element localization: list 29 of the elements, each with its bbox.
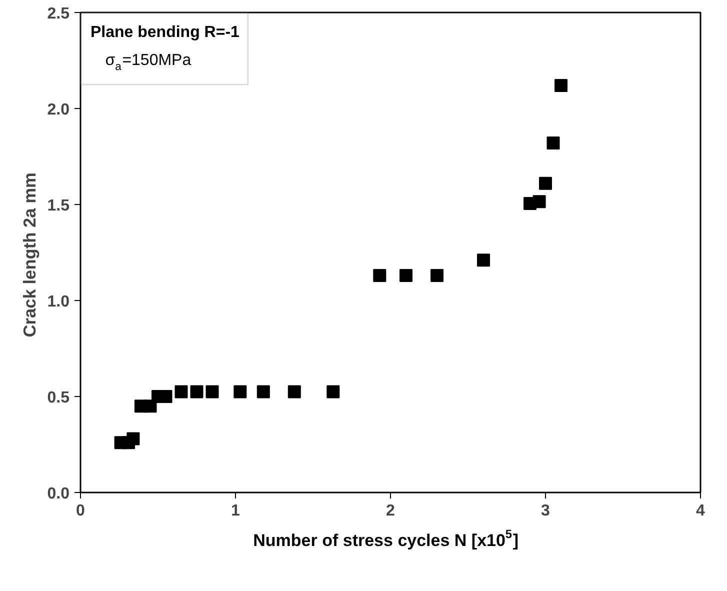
point	[546, 136, 560, 150]
point	[430, 269, 444, 282]
point	[190, 385, 204, 398]
y-tick-label: 0.5	[47, 390, 70, 406]
point	[288, 385, 301, 398]
point	[174, 385, 188, 398]
point	[206, 385, 219, 398]
x-tick-label: 0	[76, 502, 86, 520]
point	[477, 254, 490, 267]
y-axis-title: Crack length 2a mm	[19, 172, 40, 338]
point	[326, 385, 340, 398]
x-tick-label: 4	[696, 502, 706, 520]
annotation: Plane bending R=-1	[90, 24, 240, 41]
point	[373, 269, 386, 282]
point	[532, 195, 546, 208]
point	[554, 78, 568, 92]
y-tick-label: 1.0	[47, 294, 70, 310]
x-tick-label: 3	[541, 502, 550, 520]
point	[126, 432, 140, 446]
y-tick-label: 1.5	[47, 198, 70, 214]
point	[539, 176, 552, 190]
x-tick-label: 1	[231, 502, 240, 520]
point	[256, 385, 270, 398]
y-tick-label: 0.0	[47, 486, 70, 502]
point	[400, 269, 412, 282]
x-tick-label: 2	[386, 502, 396, 520]
y-tick-label: 2.0	[47, 102, 70, 118]
point	[234, 385, 247, 398]
y-tick-label: 2.5	[47, 6, 70, 22]
